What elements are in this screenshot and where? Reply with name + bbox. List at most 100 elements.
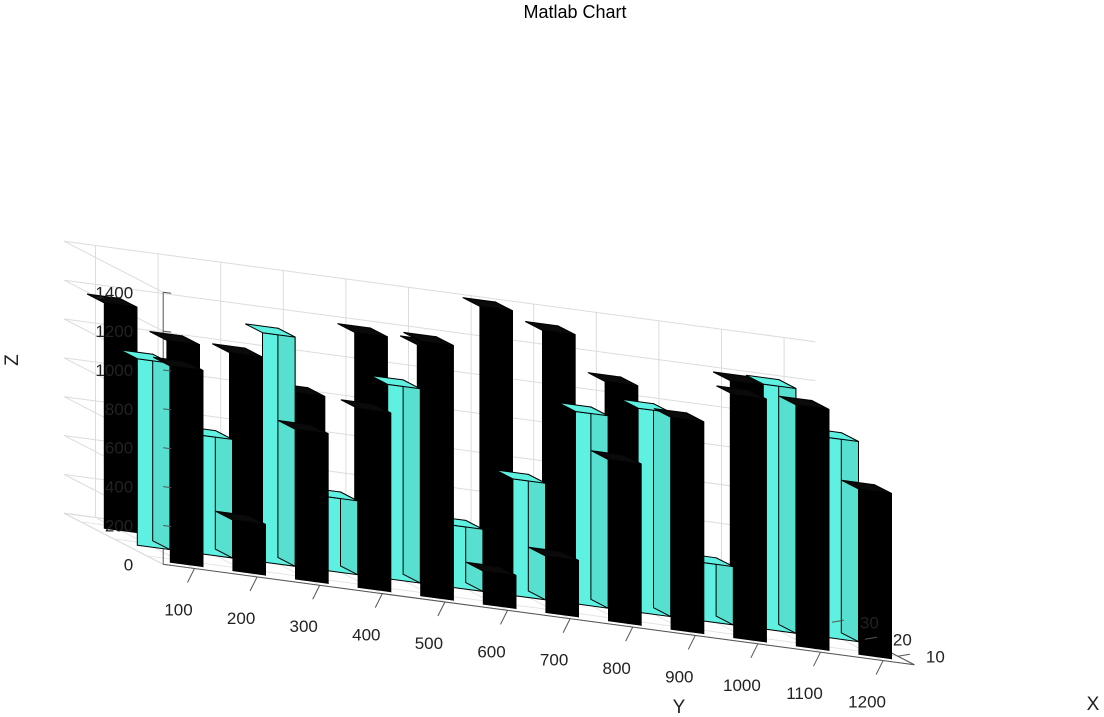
- bar-top-face: [465, 561, 517, 576]
- z-tick-mark: [163, 291, 172, 294]
- bar-side-face: [715, 556, 734, 626]
- z-tick-label: 400: [105, 478, 133, 497]
- floor-gridline: [146, 555, 898, 657]
- z-tick-label: 1200: [95, 322, 133, 341]
- bar-top-face: [215, 510, 266, 525]
- z-tick-label: 800: [105, 400, 133, 419]
- x-tick-mark: [897, 653, 910, 657]
- z-tick-mark: [163, 447, 172, 450]
- z-axis-label: Z: [2, 354, 23, 366]
- bar-top-face: [778, 395, 830, 410]
- y-tick-label: 200: [227, 609, 255, 628]
- bar-500-row2: [370, 375, 421, 584]
- bar-side-face: [277, 327, 296, 568]
- bar-400-row1: [340, 399, 392, 593]
- bar-top-face: [495, 469, 546, 484]
- bar-300-row1: [278, 420, 329, 585]
- z-tick-mark: [163, 486, 172, 489]
- x-tick-label: 30: [860, 613, 879, 632]
- bar-side-face: [435, 335, 454, 601]
- z-gridline: [64, 279, 816, 382]
- bar-side-face: [686, 412, 705, 635]
- z-tick-mark: [163, 408, 172, 411]
- bar-top-face: [653, 408, 704, 423]
- bar-side-face: [748, 389, 767, 643]
- labels-layer: 0 200 400 600 800 1000 1200 1400 100 200 300 400 500…: [95, 283, 944, 711]
- y-tick-label: 400: [352, 626, 380, 645]
- bar-800-row1: [591, 450, 642, 627]
- x-axis-label: X: [1087, 694, 1100, 715]
- bar-100-row2: [119, 349, 171, 551]
- y-tick-label: 300: [290, 617, 318, 636]
- z-tick-label: 1400: [95, 283, 133, 302]
- bar-top-face: [278, 420, 329, 435]
- bar-900-row1: [653, 408, 705, 635]
- y-tick-mark: [687, 635, 696, 650]
- bar-top-face: [528, 546, 579, 561]
- y-tick-label: 600: [477, 642, 505, 661]
- z-tick-mark: [163, 563, 172, 566]
- bar-side-face: [623, 454, 642, 627]
- y-tick-mark: [625, 626, 634, 642]
- x-tick-label: 20: [893, 630, 912, 649]
- bar-side-face: [811, 399, 830, 652]
- y-tick-mark: [249, 576, 258, 592]
- bar-100-row1: [152, 356, 204, 568]
- bar-side-face: [214, 429, 233, 559]
- bar-600-row1: [465, 561, 517, 610]
- z-tick-mark: [163, 524, 172, 527]
- bar-top-face: [212, 343, 263, 358]
- y-tick-label: 1000: [723, 676, 761, 695]
- y-tick-mark: [374, 593, 383, 608]
- z-tick-label: 200: [105, 516, 133, 535]
- bar-side-face: [778, 378, 797, 635]
- bar-top-face: [525, 321, 576, 336]
- bars-layer: [86, 293, 892, 660]
- y-axis-label: Y: [673, 697, 686, 717]
- bar-1200-row1: [841, 479, 892, 660]
- y-tick-mark: [813, 651, 821, 667]
- bar-top-face: [591, 450, 642, 465]
- bar-top-face: [340, 399, 391, 414]
- bar-top-face: [712, 371, 764, 386]
- y-tick-label: 100: [164, 601, 192, 620]
- bar-side-face: [840, 431, 859, 643]
- y-tick-label: 800: [603, 659, 631, 678]
- bar-top-face: [558, 402, 609, 417]
- bar-500-row1: [403, 331, 454, 601]
- bar-700-row2: [495, 469, 546, 601]
- chart-title: Matlab Chart: [523, 2, 626, 22]
- bar-top-face: [841, 479, 892, 494]
- z-tick-label: 1000: [95, 361, 133, 380]
- bar-top-face: [587, 372, 638, 387]
- bar-side-face: [185, 360, 204, 568]
- bar-top-face: [245, 323, 296, 338]
- bar-200-row2: [182, 425, 233, 559]
- z-gridline: [64, 240, 816, 343]
- bar-100-row3: [86, 293, 138, 534]
- bar-side-face: [373, 403, 392, 593]
- z-tick-mark: [163, 330, 172, 333]
- y-tick-mark: [562, 618, 571, 633]
- z-gridline-side: [63, 512, 164, 565]
- bar-side-face: [465, 519, 484, 593]
- y-tick-label: 900: [665, 667, 693, 686]
- bar-800-row3: [525, 321, 576, 593]
- x-tick-label: 10: [926, 647, 945, 666]
- x-tick-mark: [831, 619, 844, 623]
- bar-top-face: [462, 297, 513, 312]
- bar-400-row2: [307, 487, 359, 576]
- bar-top-face: [370, 375, 421, 390]
- bar-top-face: [403, 331, 454, 346]
- y-tick-mark: [187, 568, 195, 583]
- z-tick-label: 0: [124, 555, 133, 574]
- x-tick-mark: [864, 636, 877, 640]
- y-axis-line: [163, 563, 915, 666]
- bar-side-face: [873, 483, 892, 660]
- y-tick-label: 1200: [848, 693, 886, 712]
- y-tick-mark: [312, 585, 321, 600]
- bar-side-face: [560, 550, 579, 618]
- bar-300-row3: [212, 343, 263, 551]
